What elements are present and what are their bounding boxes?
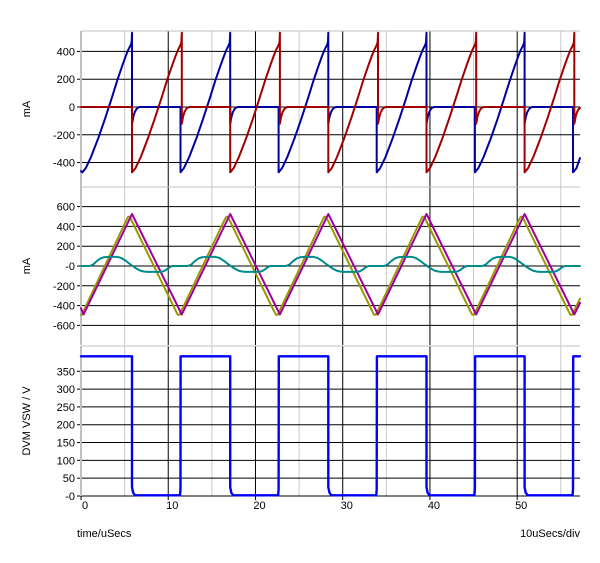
- trace-inductor-current-phase-b: [80, 31, 581, 174]
- y-tick-label: 200: [57, 74, 75, 86]
- plot-area-phase-currents[interactable]: [81, 31, 580, 187]
- y-tick-label: 50: [63, 473, 75, 485]
- trace-vsw-square-wave: [79, 355, 582, 497]
- y-tick-label: 400: [57, 46, 75, 58]
- y-tick-label: 600: [57, 202, 75, 214]
- y-tick-label: -200: [53, 281, 75, 293]
- y-tick-label: 350: [57, 366, 75, 378]
- y-tick-label: -0: [65, 261, 75, 273]
- y-tick-label: 200: [57, 241, 75, 253]
- trace-triangle-current-magenta: [80, 213, 581, 316]
- y-axis-title-panel2: mA: [21, 257, 33, 275]
- y-tick-label: -0: [65, 491, 75, 503]
- panel-summed-currents: 600 400 200 -0 -200 -400 -600: [53, 186, 581, 345]
- y-tick-label: 300: [57, 384, 75, 396]
- y-tick-label: -600: [53, 320, 75, 332]
- x-axis-title: time/uSecs: [77, 528, 132, 540]
- x-tick-label: 40: [428, 500, 440, 512]
- x-tick-label: 50: [515, 500, 527, 512]
- x-tick-label: 10: [166, 500, 178, 512]
- y-tick-label: 100: [57, 455, 75, 467]
- trace-output-current-teal: [80, 255, 581, 273]
- trace-inductor-current-phase-a: [80, 31, 581, 174]
- plot-area-switch-voltage[interactable]: [81, 346, 580, 496]
- y-tick-label: 0: [69, 102, 75, 114]
- panel-phase-currents: 400 200 0 -200 -400: [53, 30, 581, 187]
- panel-switch-voltage: 350 300 250 200 150 100 50 -0: [57, 345, 582, 503]
- x-tick-label: 20: [253, 500, 265, 512]
- y-axis-title-panel3: DVM VSW / V: [21, 386, 33, 456]
- y-tick-label: -400: [53, 158, 75, 170]
- y-tick-label: 200: [57, 420, 75, 432]
- y-tick-label: -200: [53, 130, 75, 142]
- y-tick-label: 400: [57, 221, 75, 233]
- y-axis-title-panel1: mA: [21, 100, 33, 118]
- y-tick-label: -400: [53, 301, 75, 313]
- x-tick-label: 0: [82, 500, 88, 512]
- x-axis-div-label: 10uSecs/div: [520, 528, 580, 540]
- x-tick-label: 30: [341, 500, 353, 512]
- y-tick-label: 250: [57, 402, 75, 414]
- y-tick-label: 150: [57, 438, 75, 450]
